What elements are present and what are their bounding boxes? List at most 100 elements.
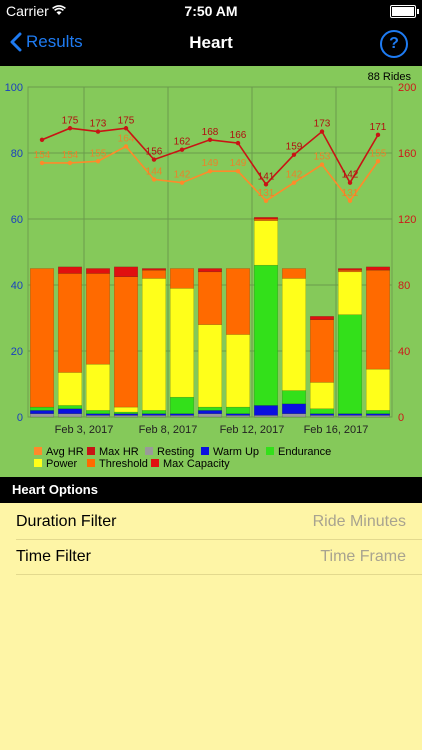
bar-segment-warm-up: [281, 403, 307, 414]
bar-segment-threshold: [85, 273, 111, 365]
time-filter-row[interactable]: Time Filter Time Frame: [16, 540, 422, 575]
x-tick-label: Feb 3, 2017: [55, 424, 114, 436]
bar-segment-endurance: [225, 406, 251, 414]
carrier-label: Carrier: [6, 3, 49, 19]
bar-segment-power: [253, 220, 279, 266]
bar-segment-warm-up: [113, 413, 139, 416]
legend-label: Threshold: [99, 458, 148, 470]
avg-hr-point: [207, 168, 213, 174]
back-button[interactable]: Results: [10, 32, 83, 52]
battery-icon: [390, 5, 419, 18]
avg-hr-data-label: 149: [230, 158, 247, 169]
clock-label: 7:50 AM: [184, 3, 238, 19]
bar-segment-warm-up: [141, 413, 167, 416]
bar-segment-max-capacity: [141, 268, 167, 271]
bar-segment-power: [169, 288, 195, 398]
bar-segment-warm-up: [57, 408, 83, 414]
bar-segment-threshold: [169, 268, 195, 289]
y-right-tick-label: 40: [398, 346, 410, 358]
avg-hr-point: [179, 180, 185, 185]
max-hr-point: [179, 147, 185, 152]
bar-segment-power: [197, 324, 223, 408]
legend-label: Resting: [157, 446, 194, 458]
bar-segment-threshold: [225, 268, 251, 335]
bar-segment-endurance: [309, 408, 335, 414]
wifi-icon: [52, 5, 66, 15]
bar-segment-resting: [29, 413, 55, 418]
bar-segment-endurance: [253, 264, 279, 406]
avg-hr-data-label: 142: [286, 170, 303, 181]
max-hr-data-label: 162: [174, 137, 191, 148]
legend-swatch: [201, 447, 209, 455]
y-right-tick-label: 200: [398, 82, 416, 94]
max-hr-data-label: 173: [90, 119, 107, 130]
max-hr-point: [151, 157, 157, 162]
max-hr-point: [291, 152, 297, 157]
avg-hr-data-label: 131: [342, 188, 359, 199]
bar-segment-power: [85, 363, 111, 411]
time-filter-label: Time Filter: [16, 548, 91, 565]
nav-bar: Results Heart ?: [0, 22, 422, 66]
bar-segment-max-capacity: [365, 266, 391, 271]
bar-segment-threshold: [309, 319, 335, 383]
max-hr-point: [207, 137, 213, 142]
max-hr-data-label: 168: [202, 127, 219, 138]
y-left-tick-label: 60: [11, 214, 23, 226]
legend-swatch: [266, 447, 274, 455]
status-bar: Carrier 7:50 AM: [0, 0, 422, 22]
max-hr-data-label: 142: [342, 170, 359, 181]
bar-segment-threshold: [113, 276, 139, 408]
legend-swatch: [87, 447, 95, 455]
legend-swatch: [87, 459, 95, 467]
y-left-tick-label: 80: [11, 148, 23, 160]
legend-label: Max HR: [99, 446, 139, 458]
bar-segment-endurance: [197, 406, 223, 411]
avg-hr-point: [67, 160, 73, 166]
back-button-label: Results: [26, 32, 83, 51]
y-right-tick-label: 80: [398, 280, 410, 292]
bar-segment-threshold: [29, 268, 55, 408]
max-hr-point: [263, 182, 269, 187]
bar-segment-power: [225, 334, 251, 408]
avg-hr-point: [375, 159, 381, 164]
max-hr-point: [67, 126, 73, 131]
bar-segment-endurance: [281, 390, 307, 405]
max-hr-point: [39, 137, 45, 142]
bar-segment-endurance: [85, 410, 111, 414]
chevron-left-icon: [10, 32, 22, 52]
avg-hr-point: [319, 162, 325, 167]
max-hr-data-label: 141: [258, 171, 275, 182]
bar-segment-power: [57, 372, 83, 406]
duration-filter-row[interactable]: Duration Filter Ride Minutes: [16, 505, 422, 540]
bar-segment-endurance: [337, 314, 363, 414]
legend-swatch: [151, 459, 159, 467]
legend-swatch: [34, 459, 42, 467]
avg-hr-data-label: 153: [314, 152, 331, 163]
bar-segment-threshold: [281, 268, 307, 279]
max-hr-point: [375, 132, 381, 138]
avg-hr-point: [151, 177, 157, 182]
max-hr-data-label: 159: [286, 142, 303, 153]
bar-segment-resting: [281, 413, 307, 418]
avg-hr-data-label: 131: [258, 188, 275, 199]
avg-hr-data-label: 155: [370, 148, 387, 159]
max-hr-point: [95, 129, 101, 134]
y-right-tick-label: 160: [398, 148, 416, 160]
duration-filter-label: Duration Filter: [16, 513, 117, 530]
x-tick-label: Feb 16, 2017: [304, 424, 369, 436]
legend-label: Max Capacity: [163, 458, 230, 470]
help-icon[interactable]: ?: [380, 30, 408, 58]
bar-segment-endurance: [141, 410, 167, 414]
avg-hr-data-label: 155: [90, 148, 107, 159]
bar-segment-max-capacity: [197, 268, 223, 273]
heart-chart: 0 20 40 60 80 100 0 40 80 120 160 200 Feb 3, 2017 Feb…: [0, 66, 422, 477]
avg-hr-point: [347, 198, 353, 204]
bar-segment-endurance: [365, 410, 391, 414]
bar-segment-warm-up: [253, 405, 279, 416]
bar-segment-power: [141, 278, 167, 411]
max-hr-point: [235, 140, 241, 146]
avg-hr-point: [263, 198, 269, 204]
options-header: Heart Options: [0, 477, 422, 503]
avg-hr-point: [235, 168, 241, 174]
bar-segment-warm-up: [85, 413, 111, 416]
